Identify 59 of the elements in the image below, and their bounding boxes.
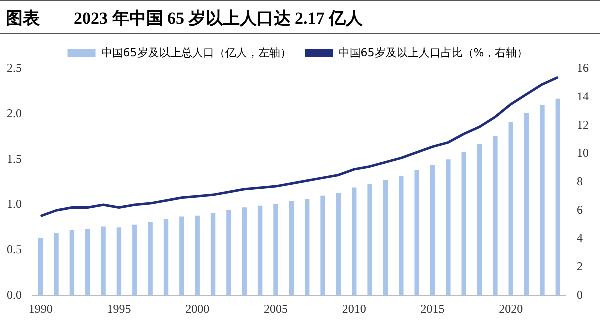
y2-tick-label: 6 xyxy=(577,202,583,217)
bar xyxy=(368,184,372,296)
x-tick-label: 1995 xyxy=(107,302,132,316)
bar xyxy=(508,122,514,296)
bar xyxy=(320,196,326,296)
y2-tick-label: 12 xyxy=(577,118,589,132)
y2-tick-label: 10 xyxy=(577,146,589,160)
bar xyxy=(54,233,59,296)
bar xyxy=(540,105,545,296)
bar xyxy=(210,213,216,296)
bar xyxy=(86,229,90,296)
bar xyxy=(70,230,75,296)
y-tick-label: 0.5 xyxy=(7,242,22,256)
bar xyxy=(477,144,482,296)
bar xyxy=(164,219,169,296)
legend-label: 中国65岁及以上总人口（亿人，左轴） xyxy=(101,46,292,60)
y-tick-label: 0.0 xyxy=(7,288,22,302)
y2-tick-label: 4 xyxy=(577,231,583,246)
bar xyxy=(383,180,388,296)
y-tick-label: 2.5 xyxy=(7,61,22,76)
y2-tick-label: 16 xyxy=(577,61,589,76)
chart-title: 图表 2023 年中国 65 岁以上人口达 2.17 亿人 xyxy=(0,0,600,34)
x-tick-label: 2010 xyxy=(342,302,366,316)
y2-tick-label: 8 xyxy=(577,174,583,188)
bar xyxy=(274,204,278,296)
bar xyxy=(446,160,451,296)
bar xyxy=(195,216,200,296)
bar xyxy=(226,210,232,296)
y2-tick-label: 2 xyxy=(577,259,583,274)
x-tick-label: 1990 xyxy=(28,302,53,316)
bar xyxy=(180,216,184,296)
x-tick-label: 2005 xyxy=(264,302,288,316)
bar xyxy=(289,201,294,296)
bar xyxy=(493,136,498,296)
bar xyxy=(132,224,138,296)
x-tick-label: 2015 xyxy=(420,302,445,316)
y2-tick-label: 0 xyxy=(577,288,583,302)
x-tick-label: 2000 xyxy=(186,302,210,316)
bar xyxy=(304,200,310,296)
bar xyxy=(462,152,466,296)
bar xyxy=(101,226,106,296)
y-tick-label: 1.5 xyxy=(7,152,22,166)
bar xyxy=(336,193,342,296)
bar xyxy=(399,176,404,296)
y2-tick-label: 14 xyxy=(577,89,589,104)
bar xyxy=(430,165,436,296)
bar xyxy=(556,98,561,296)
x-tick-label: 2020 xyxy=(499,302,524,316)
bar xyxy=(414,170,420,296)
bar xyxy=(148,222,153,296)
bar xyxy=(524,113,530,296)
bar xyxy=(116,228,122,296)
bar xyxy=(258,206,263,296)
y-tick-label: 2.0 xyxy=(7,106,22,120)
bar xyxy=(242,208,247,296)
bar xyxy=(352,188,357,296)
y-tick-label: 1.0 xyxy=(7,197,22,212)
legend-label: 中国65岁及以上人口占比（%，右轴） xyxy=(338,46,528,60)
bar xyxy=(38,238,44,296)
